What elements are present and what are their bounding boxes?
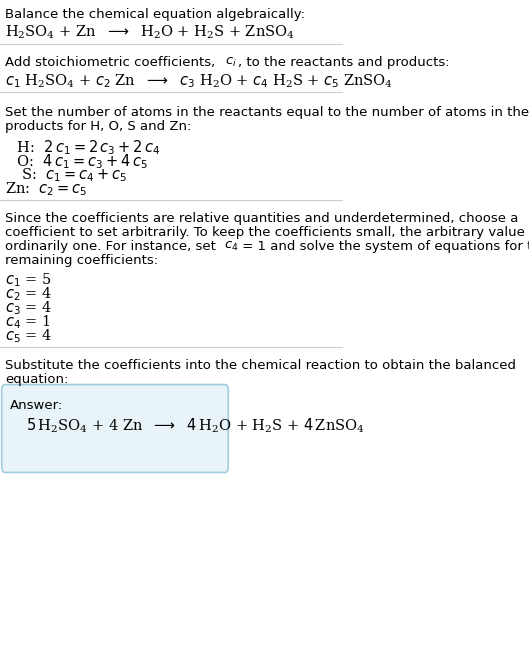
Text: $c_4$: $c_4$: [224, 240, 239, 253]
Text: $c_1$ $\mathregular{H_2SO_4}$ + $c_2$ Zn  $\longrightarrow$  $c_3$ $\mathregular: $c_1$ $\mathregular{H_2SO_4}$ + $c_2$ Zn…: [5, 72, 393, 90]
Text: $c_4$ = 1: $c_4$ = 1: [5, 313, 51, 331]
Text: H:  $2\,c_1 = 2\,c_3 + 2\,c_4$: H: $2\,c_1 = 2\,c_3 + 2\,c_4$: [12, 138, 160, 157]
Text: O:  $4\,c_1 = c_3 + 4\,c_5$: O: $4\,c_1 = c_3 + 4\,c_5$: [12, 152, 148, 171]
Text: Substitute the coefficients into the chemical reaction to obtain the balanced: Substitute the coefficients into the che…: [5, 359, 516, 372]
Text: Zn:  $c_2 = c_5$: Zn: $c_2 = c_5$: [5, 180, 88, 198]
Text: $c_5$ = 4: $c_5$ = 4: [5, 327, 52, 345]
Text: equation:: equation:: [5, 373, 69, 386]
Text: remaining coefficients:: remaining coefficients:: [5, 254, 158, 267]
Text: $5\,\mathregular{H_2SO_4}$ + 4 Zn  $\longrightarrow$  $4\,\mathregular{H_2O}$ + : $5\,\mathregular{H_2SO_4}$ + 4 Zn $\long…: [26, 417, 364, 435]
Text: $c_2$ = 4: $c_2$ = 4: [5, 285, 52, 303]
Text: , to the reactants and products:: , to the reactants and products:: [238, 56, 450, 69]
Text: Balance the chemical equation algebraically:: Balance the chemical equation algebraica…: [5, 8, 305, 21]
Text: Since the coefficients are relative quantities and underdetermined, choose a: Since the coefficients are relative quan…: [5, 212, 518, 225]
Text: products for H, O, S and Zn:: products for H, O, S and Zn:: [5, 120, 191, 133]
Text: = 1 and solve the system of equations for the: = 1 and solve the system of equations fo…: [238, 240, 529, 253]
Text: $c_i$: $c_i$: [225, 56, 236, 69]
FancyBboxPatch shape: [2, 384, 229, 472]
Text: Answer:: Answer:: [10, 399, 63, 412]
Text: $c_3$ = 4: $c_3$ = 4: [5, 299, 52, 316]
Text: Set the number of atoms in the reactants equal to the number of atoms in the: Set the number of atoms in the reactants…: [5, 106, 529, 119]
Text: Add stoichiometric coefficients,: Add stoichiometric coefficients,: [5, 56, 220, 69]
Text: $\mathregular{H_2SO_4}$ + Zn  $\longrightarrow$  $\mathregular{H_2O}$ + $\mathre: $\mathregular{H_2SO_4}$ + Zn $\longright…: [5, 24, 295, 41]
Text: ordinarily one. For instance, set: ordinarily one. For instance, set: [5, 240, 220, 253]
Text: $c_1$ = 5: $c_1$ = 5: [5, 271, 52, 289]
Text: S:  $c_1 = c_4 + c_5$: S: $c_1 = c_4 + c_5$: [12, 166, 127, 184]
Text: coefficient to set arbitrarily. To keep the coefficients small, the arbitrary va: coefficient to set arbitrarily. To keep …: [5, 226, 529, 239]
